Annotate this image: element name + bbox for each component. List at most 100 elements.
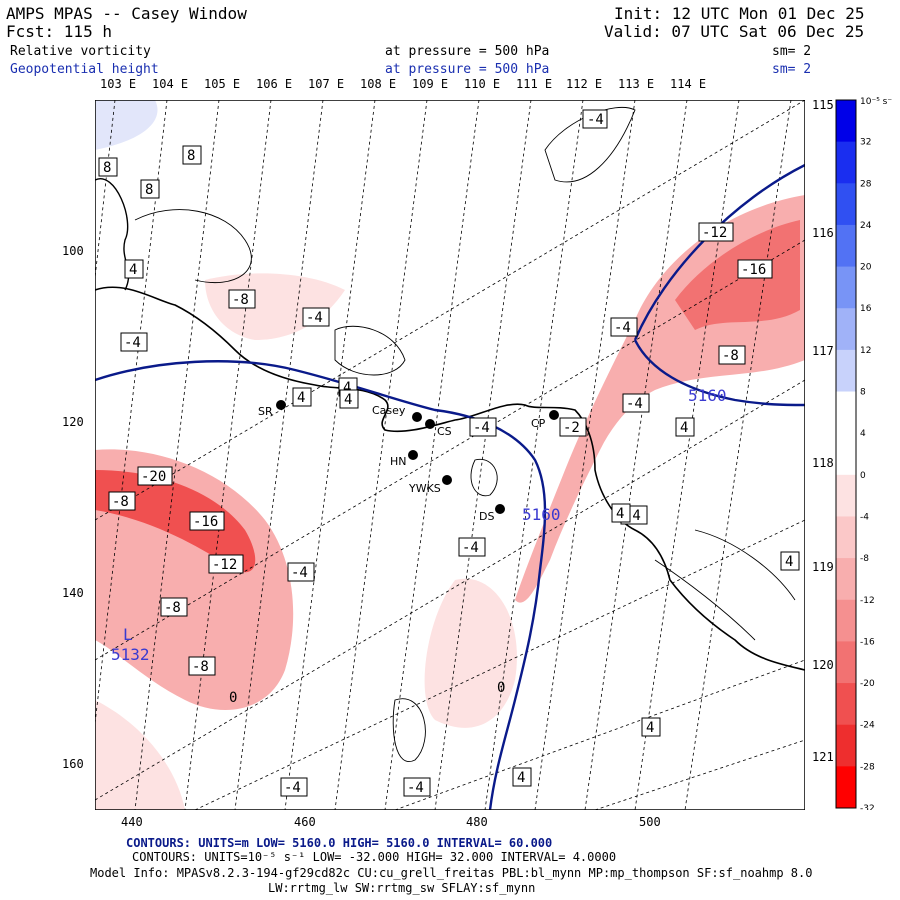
footer-physics: LW:rrtmg_lw SW:rrtmg_sw SFLAY:sf_mynn — [268, 881, 536, 895]
station-label: CS — [437, 425, 452, 438]
vort-label: -16 — [741, 262, 766, 278]
footer-contours-vorticity: CONTOURS: UNITS=10⁻⁵ s⁻¹ LOW= -32.000 HI… — [132, 850, 617, 864]
level-vorticity: at pressure = 500 hPa — [385, 44, 550, 59]
station-label: HN — [390, 455, 407, 468]
colorbar-label: -12 — [860, 596, 875, 606]
lon-label: 106 E — [256, 77, 293, 91]
low-marker: L — [123, 625, 133, 644]
vort-label: 4 — [785, 554, 793, 570]
y-tick: 100 — [62, 244, 84, 258]
colorbar-block — [836, 433, 856, 476]
vort-label: 4 — [646, 720, 654, 736]
colorbar-label: 20 — [860, 263, 872, 273]
colorbar-block — [836, 141, 856, 184]
colorbar-label: -32 — [860, 804, 875, 810]
vort-label: -16 — [193, 514, 218, 530]
height-contour-5160-a — [95, 360, 547, 810]
station-label: YWKS — [408, 482, 441, 495]
colorbar-block — [836, 183, 856, 226]
vort-label: 8 — [145, 182, 153, 198]
vort-label: 0 — [229, 690, 237, 706]
smoothing-vorticity: sm= 2 — [772, 44, 812, 59]
colorbar-unit: 10⁻⁵ s⁻¹ — [860, 97, 892, 107]
vort-label: -8 — [112, 494, 129, 510]
vort-label: 8 — [187, 148, 195, 164]
vort-label: -8 — [722, 348, 739, 364]
vort-label: 4 — [297, 390, 305, 406]
vort-label: -20 — [141, 469, 166, 485]
colorbar-block — [836, 683, 856, 726]
height-label: 5160 — [522, 505, 561, 524]
colorbar-label: -24 — [860, 721, 875, 731]
vort-label: -8 — [164, 600, 181, 616]
vort-label: -8 — [232, 292, 249, 308]
colorbar-label: 16 — [860, 304, 872, 314]
colorbar-block — [836, 474, 856, 517]
vorticity-shade-se — [95, 700, 185, 810]
colorbar: 10⁻⁵ s⁻¹ 32 28 24 20 16 12 8 4 0 -4 -8 -12 -16 -20 -24… — [835, 97, 892, 810]
colorbar-block — [836, 599, 856, 642]
colorbar-block — [836, 391, 856, 434]
lon-label: 114 E — [670, 77, 707, 91]
colorbar-label: -8 — [860, 554, 869, 564]
x-tick: 460 — [294, 815, 316, 829]
vort-label: -4 — [124, 335, 141, 351]
colorbar-label: -4 — [860, 512, 869, 522]
y-tick: 140 — [62, 586, 84, 600]
field-vorticity: Relative vorticity — [10, 44, 151, 59]
forecast-hour: Fcst: 115 h — [6, 22, 112, 41]
vort-label: 4 — [129, 262, 137, 278]
init-time: Init: 12 UTC Mon 01 Dec 25 — [614, 4, 865, 23]
colorbar-block — [836, 558, 856, 601]
vort-label: 4 — [517, 770, 525, 786]
colorbar-block — [836, 349, 856, 393]
colorbar-label: 8 — [860, 388, 866, 398]
vort-label: -12 — [212, 557, 237, 573]
lon-label: 107 E — [308, 77, 345, 91]
lon-label: 103 E — [100, 77, 137, 91]
lon-label: 110 E — [464, 77, 501, 91]
vort-label: 4 — [344, 392, 352, 408]
title: AMPS MPAS -- Casey Window — [6, 4, 247, 23]
vort-label: -8 — [192, 659, 209, 675]
vort-label: 4 — [680, 420, 688, 436]
y-tick: 120 — [62, 415, 84, 429]
lon-label: 105 E — [204, 77, 241, 91]
footer-model-info: Model Info: MPASv8.2.3-194-gf29cd82c CU:… — [90, 866, 813, 880]
colorbar-block — [836, 100, 856, 143]
x-tick: 500 — [639, 815, 661, 829]
colorbar-block — [836, 224, 856, 268]
station-label: DS — [479, 510, 494, 523]
footer-contours-height: CONTOURS: UNITS=m LOW= 5160.0 HIGH= 5160… — [126, 836, 553, 850]
colorbar-label: 4 — [860, 429, 866, 439]
vort-label: -4 — [407, 780, 424, 796]
vort-label: -4 — [291, 565, 308, 581]
lon-label: 111 E — [516, 77, 553, 91]
vort-label: -12 — [702, 225, 727, 241]
map-plot: -4 8 8 8 4 -8 -4 -4 4 4 -4 -2 -4 -4 -12 … — [95, 100, 805, 810]
y-tick: 160 — [62, 757, 84, 771]
colorbar-label: -20 — [860, 679, 875, 689]
lon-label: 112 E — [566, 77, 603, 91]
lon-label: 104 E — [152, 77, 189, 91]
station-label: SR — [258, 405, 273, 418]
colorbar-block — [836, 516, 856, 559]
colorbar-label: 24 — [860, 221, 872, 231]
vort-label: -4 — [587, 112, 604, 128]
height-label: 5132 — [111, 645, 150, 664]
colorbar-label: 0 — [860, 471, 866, 481]
vort-label: -4 — [284, 780, 301, 796]
vort-label: -4 — [306, 310, 323, 326]
vort-label: -4 — [462, 540, 479, 556]
smoothing-geopotential: sm= 2 — [772, 62, 812, 77]
lon-label: 108 E — [360, 77, 397, 91]
colorbar-label: -16 — [860, 637, 875, 647]
vort-label: -2 — [563, 420, 580, 436]
x-tick: 440 — [121, 815, 143, 829]
vort-label: 4 — [616, 506, 624, 522]
level-geopotential: at pressure = 500 hPa — [385, 62, 550, 77]
lon-label: 109 E — [412, 77, 449, 91]
vort-label: 0 — [497, 680, 505, 696]
colorbar-block — [836, 308, 856, 351]
vort-label: -4 — [473, 420, 490, 436]
